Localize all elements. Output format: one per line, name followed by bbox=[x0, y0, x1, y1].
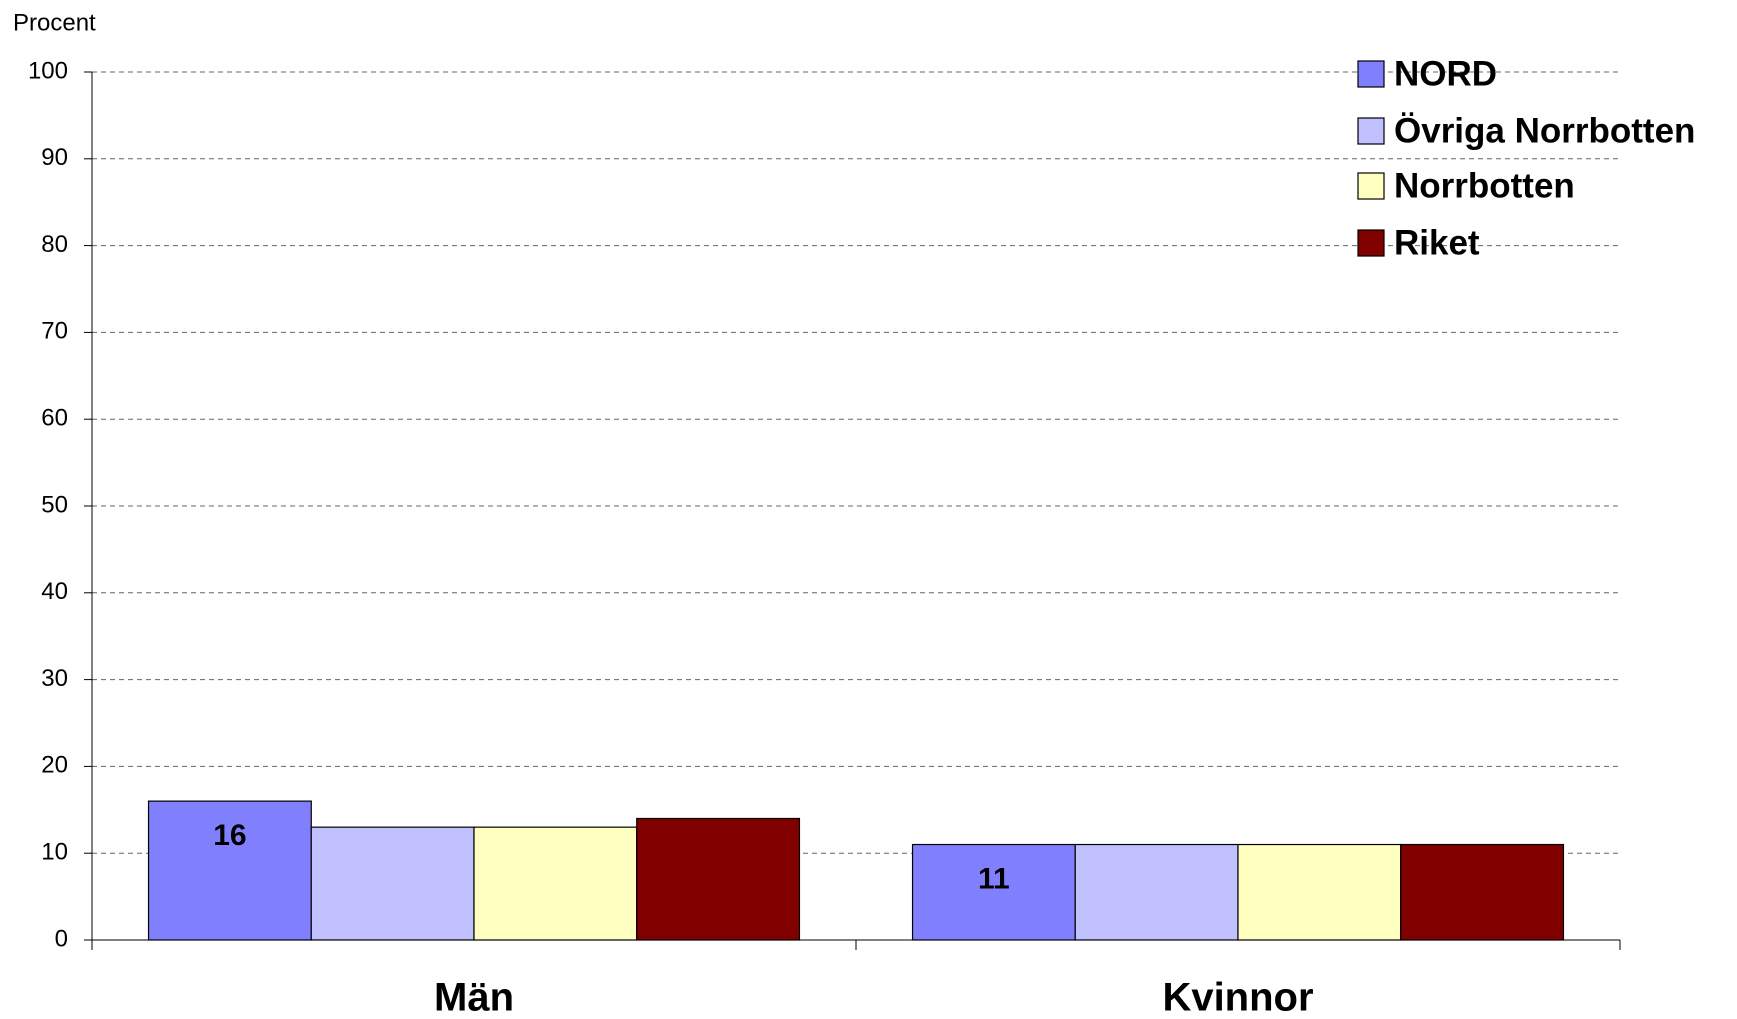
bar bbox=[310, 826, 475, 941]
y-tick-label: 10 bbox=[41, 839, 68, 866]
legend-swatch bbox=[1357, 172, 1385, 200]
y-tick-label: 70 bbox=[41, 318, 68, 345]
legend-label: Riket bbox=[1394, 223, 1480, 262]
y-tick-label: 0 bbox=[55, 925, 68, 952]
y-tick-label: 40 bbox=[41, 578, 68, 605]
y-tick-label: 20 bbox=[41, 752, 68, 779]
bar bbox=[1400, 843, 1565, 941]
legend-label: Övriga Norrbotten bbox=[1394, 111, 1695, 150]
y-tick-label: 50 bbox=[41, 491, 68, 518]
legend-label: NORD bbox=[1394, 54, 1497, 93]
x-tick-label: Kvinnor bbox=[1162, 976, 1313, 1019]
y-tick-label: 90 bbox=[41, 144, 68, 171]
legend-swatch bbox=[1357, 117, 1385, 145]
y-tick-label: 60 bbox=[41, 405, 68, 432]
bar bbox=[1237, 843, 1402, 941]
bar bbox=[473, 826, 638, 941]
legend-swatch bbox=[1357, 229, 1385, 257]
y-tick-label: 80 bbox=[41, 231, 68, 258]
bar bbox=[147, 800, 312, 941]
y-axis-label: Procent bbox=[13, 9, 96, 36]
legend-swatch bbox=[1357, 60, 1385, 88]
data-label: 11 bbox=[978, 862, 1010, 895]
y-tick-label: 30 bbox=[41, 665, 68, 692]
bar bbox=[1074, 843, 1239, 941]
x-tick-label: Män bbox=[434, 976, 514, 1019]
y-tick-label: 100 bbox=[28, 57, 68, 84]
bar bbox=[636, 817, 801, 941]
data-label: 16 bbox=[213, 819, 246, 852]
legend-label: Norrbotten bbox=[1394, 166, 1575, 205]
